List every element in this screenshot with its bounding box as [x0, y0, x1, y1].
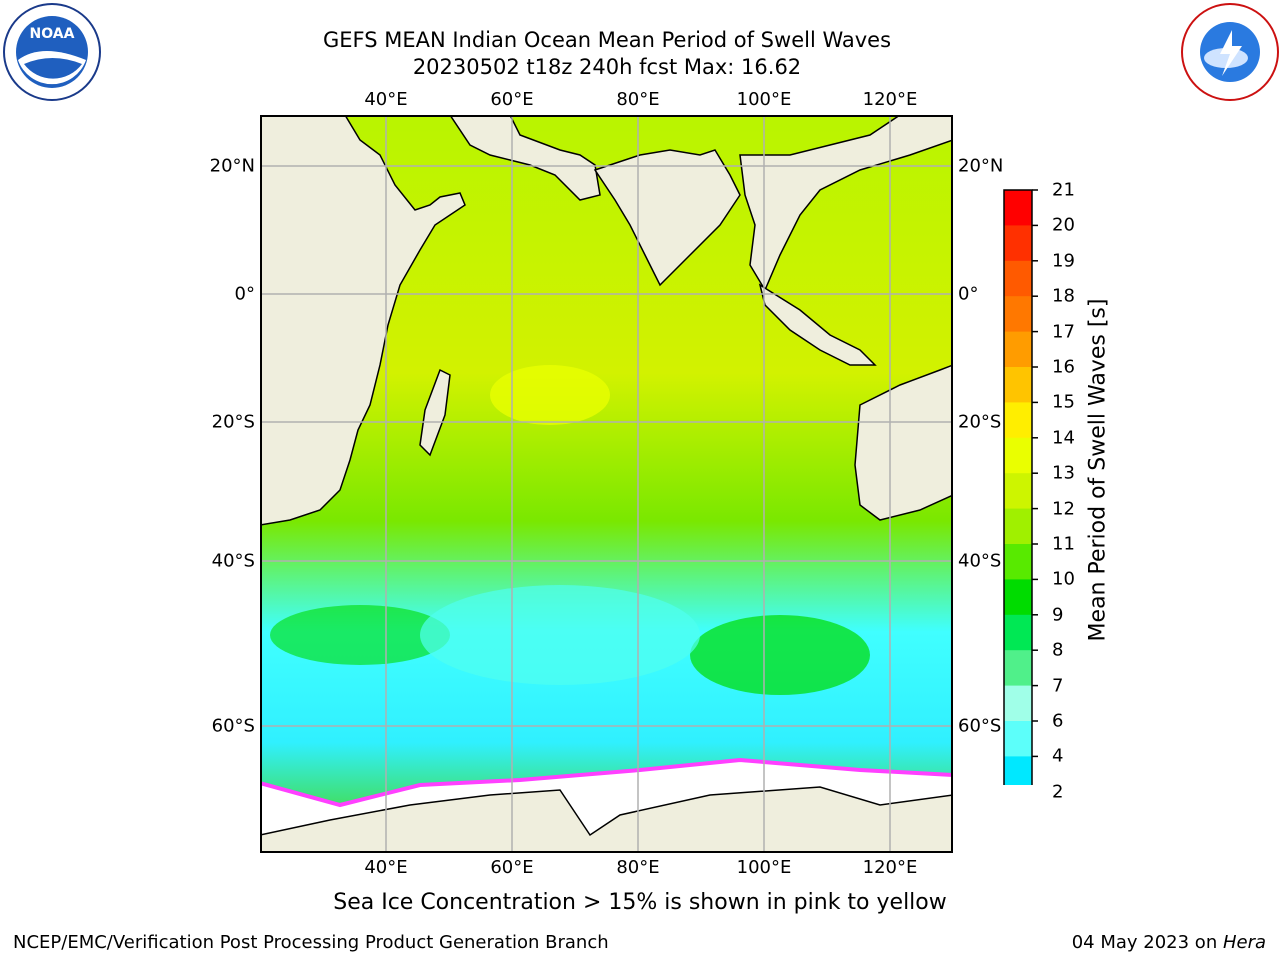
colorbar-tick-label: 20	[1052, 214, 1075, 236]
sumatra-land	[758, 283, 877, 366]
lat-tick-left: 20°S	[211, 411, 255, 433]
swell-period-map	[260, 115, 953, 853]
colorbar-segment	[1004, 756, 1032, 785]
antarctica-land	[260, 786, 953, 853]
lat-tick-right: 0°	[958, 283, 979, 305]
colorbar-segment	[1004, 579, 1032, 616]
lon-tick-bottom: 40°E	[364, 857, 408, 878]
australia-land	[854, 364, 953, 521]
lon-tick-bottom: 100°E	[736, 857, 792, 878]
colorbar-tick-label: 9	[1052, 604, 1064, 626]
colorbar-segment	[1004, 508, 1032, 545]
colorbar-segment	[1004, 190, 1032, 226]
footer-date: 04 May 2023 on Hera	[1072, 932, 1266, 953]
footer-date-text: 04 May 2023 on	[1071, 932, 1223, 953]
lat-tick-left: 60°S	[211, 715, 255, 737]
colorbar-segment	[1004, 650, 1032, 687]
colorbar-tick-label: 2	[1052, 781, 1064, 803]
colorbar-segment	[1004, 544, 1032, 580]
colorbar-tick-label: 14	[1052, 427, 1075, 449]
lon-tick-top: 120°E	[862, 89, 918, 110]
india-land	[593, 149, 741, 287]
lon-tick-top: 100°E	[736, 89, 792, 110]
colorbar-tick-label: 10	[1052, 568, 1075, 590]
colorbar-tick-label: 18	[1052, 285, 1075, 307]
cyan-patch	[420, 585, 700, 685]
colorbar-segment	[1004, 402, 1032, 439]
colorbar-segment	[1004, 296, 1032, 333]
madagascar-land	[419, 368, 451, 457]
colorbar-tick-label: 19	[1052, 250, 1075, 272]
colorbar-tick-label: 11	[1052, 533, 1075, 555]
lat-tick-left: 0°	[234, 283, 255, 305]
colorbar-title: Mean Period of Swell Waves [s]	[1085, 298, 1111, 642]
colorbar-tick-label: 17	[1052, 321, 1075, 343]
lat-tick-right: 20°N	[958, 155, 1004, 177]
colorbar-segment	[1004, 367, 1032, 403]
colorbar-tick-label: 13	[1052, 462, 1075, 484]
colorbar-tick-label: 15	[1052, 391, 1075, 413]
lon-tick-bottom: 60°E	[490, 857, 534, 878]
lat-tick-left: 40°S	[211, 550, 255, 572]
sea-ice-note: Sea Ice Concentration > 15% is shown in …	[333, 890, 947, 915]
lon-tick-top: 80°E	[616, 89, 660, 110]
lon-tick-top: 40°E	[364, 89, 408, 110]
svg-text:NOAA: NOAA	[30, 26, 75, 42]
graticule	[260, 115, 953, 853]
colorbar-segment	[1004, 473, 1032, 510]
high-period-patch	[490, 365, 610, 425]
lat-tick-right: 40°S	[958, 550, 1002, 572]
lat-tick-left: 20°N	[209, 155, 255, 177]
green-patch-west	[270, 605, 450, 665]
colorbar-segment	[1004, 721, 1032, 757]
map-title-line1: GEFS MEAN Indian Ocean Mean Period of Sw…	[322, 28, 892, 52]
nws-logo	[1181, 3, 1279, 101]
colorbar-tick-label: 8	[1052, 639, 1064, 661]
lat-tick-right: 60°S	[958, 715, 1002, 737]
colorbar-segment	[1004, 225, 1032, 262]
colorbar-tick-label: 16	[1052, 356, 1075, 378]
colorbar-tick-label: 12	[1052, 498, 1075, 520]
colorbar-frame	[1003, 189, 1033, 785]
se-asia-land	[739, 115, 953, 292]
colorbar-tick-label: 6	[1052, 710, 1064, 732]
lon-tick-bottom: 120°E	[862, 857, 918, 878]
colorbar	[1003, 189, 1038, 785]
lon-tick-top: 60°E	[490, 89, 534, 110]
ice-edge	[260, 757, 953, 808]
map-title-line2: 20230502 t18z 240h fcst Max: 16.62	[412, 55, 802, 79]
arabia-land	[449, 115, 601, 201]
noaa-logo: NOAA	[3, 3, 101, 101]
colorbar-segment	[1004, 437, 1032, 474]
colorbar-segment	[1004, 331, 1032, 368]
map-frame	[260, 115, 953, 853]
lon-tick-bottom: 80°E	[616, 857, 660, 878]
colorbar-tick-label: 7	[1052, 675, 1064, 697]
footer-credit: NCEP/EMC/Verification Post Processing Pr…	[13, 932, 609, 953]
green-patch	[690, 615, 870, 695]
colorbar-segment	[1004, 614, 1032, 651]
colorbar-tick-label: 21	[1052, 179, 1075, 201]
colorbar-segment	[1004, 685, 1032, 722]
lat-tick-right: 20°S	[958, 411, 1002, 433]
colorbar-tick-label: 4	[1052, 745, 1064, 767]
colorbar-segment	[1004, 260, 1032, 297]
footer-host: Hera	[1222, 932, 1266, 953]
